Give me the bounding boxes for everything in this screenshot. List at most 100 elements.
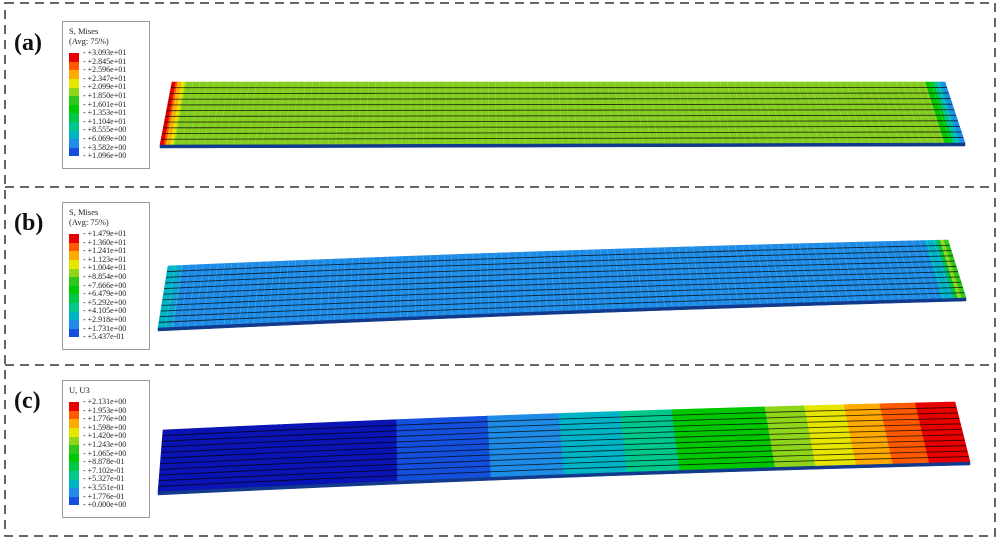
mesh-line	[628, 248, 636, 309]
legend-color-swatch	[69, 130, 79, 140]
layer-line	[162, 433, 203, 437]
layer-line	[401, 450, 442, 454]
mesh-line	[260, 261, 268, 324]
layer-line	[793, 247, 833, 250]
layer-line	[880, 424, 921, 427]
layer-line	[519, 266, 560, 270]
legend-entry: +1.123e+01	[69, 255, 149, 269]
mesh-line	[247, 81, 257, 145]
legend-entry: +1.601e+01	[69, 100, 149, 114]
legend-value: +1.420e+00	[83, 432, 127, 441]
mesh-line	[564, 250, 570, 311]
layer-line	[753, 248, 794, 251]
mesh-line	[253, 262, 261, 324]
mesh-line	[167, 81, 180, 146]
layer-line	[762, 296, 804, 300]
mesh-line	[326, 259, 332, 321]
mesh-line	[232, 81, 243, 145]
legend-value: +6.069e+00	[83, 134, 127, 144]
mesh-line	[855, 242, 871, 301]
layer-line	[718, 412, 758, 415]
layer-line	[561, 298, 602, 301]
mesh-line	[656, 81, 666, 144]
mesh-line	[571, 250, 577, 311]
mesh-line	[827, 242, 842, 302]
layer-line	[282, 286, 323, 290]
layer-line	[243, 282, 283, 286]
mesh-line	[342, 81, 348, 145]
legend-entry: +1.360e+01	[69, 238, 149, 252]
legend-color-swatch	[69, 488, 79, 497]
mesh-line	[628, 81, 636, 144]
legend-color-swatch	[69, 311, 79, 321]
layer-line	[241, 429, 282, 433]
layer-line	[160, 308, 201, 312]
layer-line	[240, 452, 281, 455]
mesh-line	[705, 81, 717, 144]
layer-line	[640, 431, 681, 434]
layer-line	[558, 254, 598, 257]
layer-line	[876, 407, 917, 410]
mesh-line	[832, 81, 849, 144]
mesh-line	[550, 251, 555, 312]
legend-color-swatch	[69, 234, 79, 243]
layer-line	[199, 312, 241, 316]
mesh-line	[678, 247, 688, 307]
mesh-line	[429, 255, 431, 317]
layer-line	[240, 463, 281, 467]
layer-line	[360, 430, 401, 433]
legend-value: +1.850e+01	[83, 91, 127, 101]
mesh-line	[713, 246, 724, 306]
layer-line	[441, 449, 482, 452]
legend-scale: +1.479e+01+1.360e+01+1.241e+01+1.123e+01…	[69, 229, 149, 342]
layer-line	[400, 298, 441, 302]
mesh-line	[607, 249, 614, 310]
layer-line	[926, 450, 968, 453]
layer-line	[681, 435, 722, 438]
layer-line	[682, 446, 724, 449]
legend-color-swatch	[69, 462, 79, 472]
legend-entry: +1.598e+00	[69, 423, 149, 437]
mesh-line	[386, 81, 391, 145]
layer-line	[360, 463, 402, 467]
mesh-line	[515, 252, 519, 313]
mesh-line	[600, 249, 607, 310]
mesh-line	[684, 81, 695, 144]
layer-line	[281, 292, 322, 296]
plate-c-displacement-contour	[157, 401, 971, 496]
layer-line	[240, 310, 281, 314]
legend-entry: +4.105e+00	[69, 307, 149, 321]
layer-line	[910, 244, 950, 247]
layer-line	[401, 467, 442, 471]
mesh-line	[770, 244, 783, 304]
legend-title: U, U3	[69, 385, 90, 395]
mesh-line	[593, 249, 600, 310]
legend-entry: +1.065e+00	[69, 449, 149, 463]
mesh-line	[407, 256, 410, 318]
layer-line	[240, 457, 281, 461]
mesh-line	[888, 81, 907, 144]
layer-line	[794, 253, 834, 256]
layer-line	[200, 307, 241, 310]
layer-line	[639, 273, 679, 277]
mesh-line	[445, 81, 447, 145]
layer-line	[199, 318, 240, 321]
mesh-line	[811, 81, 827, 144]
mesh-line	[685, 246, 695, 307]
layer-line	[841, 283, 882, 286]
layer-line	[281, 433, 322, 437]
layer-line	[798, 415, 839, 418]
layer-line	[924, 439, 965, 442]
layer-line	[281, 444, 322, 448]
mesh-line	[890, 241, 908, 300]
legend-value: +1.776e-01	[83, 492, 125, 502]
layer-line	[560, 433, 601, 437]
legend-entry: +2.131e+00	[69, 397, 149, 411]
layer-line	[162, 438, 202, 442]
layer-line	[847, 458, 888, 461]
layer-line	[719, 276, 760, 279]
layer-line	[480, 290, 521, 293]
layer-line	[563, 467, 605, 470]
mesh-line	[635, 248, 644, 309]
layer-line	[442, 471, 483, 475]
